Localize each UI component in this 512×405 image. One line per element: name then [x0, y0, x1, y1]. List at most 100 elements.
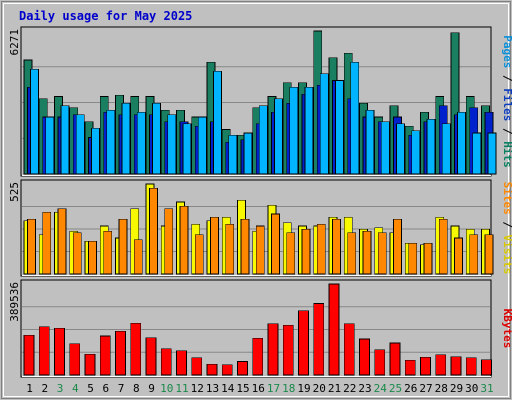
bar-pages-day-27: [426, 118, 436, 175]
bar-kbytes-day-21: [328, 283, 340, 376]
bar-kbytes-day-14: [221, 364, 233, 376]
bar-kbytes-day-17: [267, 323, 279, 376]
bar-sites-day-20: [316, 223, 326, 275]
bar-pages-day-2: [45, 116, 55, 175]
bar-pages-day-14: [228, 134, 238, 175]
panel-max-label: 389536: [8, 282, 21, 322]
bar-pages-day-11: [182, 123, 192, 175]
x-tick-label-day-28: 28: [435, 382, 448, 395]
panel-kbytes: 389536 KBytes: [8, 279, 512, 378]
bar-pages-day-30: [472, 132, 482, 175]
panel-max-label: 525: [8, 182, 21, 202]
bar-sites-day-28: [438, 218, 448, 275]
bar-kbytes-day-30: [465, 357, 477, 376]
legend-part: /: [501, 121, 512, 141]
bar-kbytes-day-27: [420, 356, 431, 376]
x-tick-label-day-5: 5: [87, 382, 94, 395]
bar-kbytes-day-19: [298, 310, 309, 376]
bar-kbytes-day-20: [313, 303, 325, 376]
x-tick-label-day-13: 13: [206, 382, 219, 395]
x-tick-label-day-15: 15: [236, 382, 249, 395]
bar-kbytes-day-2: [38, 326, 50, 376]
x-tick-label-day-20: 20: [313, 382, 326, 395]
bar-kbytes-day-24: [374, 349, 386, 376]
bar-sites-day-19: [301, 229, 311, 275]
bar-sites-day-27: [423, 242, 433, 275]
x-tick-label-day-23: 23: [358, 382, 371, 395]
bar-kbytes-day-29: [450, 356, 462, 376]
inner-border: [3, 3, 509, 397]
x-tick-label-day-18: 18: [282, 382, 295, 395]
legend-part: Sites: [501, 182, 512, 215]
x-tick-label-day-7: 7: [118, 382, 125, 395]
x-tick-label-day-6: 6: [102, 382, 109, 395]
legend-part: Pages: [501, 35, 512, 68]
x-tick-label-day-2: 2: [41, 382, 48, 395]
legend-part: /: [501, 68, 512, 88]
bar-sites-day-25: [393, 218, 402, 275]
bar-pages-day-29: [457, 112, 466, 175]
legend-part: Visits: [501, 235, 512, 275]
bar-sites-day-29: [454, 237, 463, 275]
bar-kbytes-day-6: [99, 335, 111, 376]
bar-sites-day-21: [332, 218, 341, 275]
bar-pages-day-15: [243, 132, 253, 175]
chart-title: Daily usage for May 2025: [19, 9, 192, 23]
bar-pages-day-24: [380, 121, 390, 175]
x-tick-label-day-4: 4: [72, 382, 79, 395]
bar-sites-day-11: [179, 205, 189, 275]
bar-pages-day-5: [91, 128, 100, 175]
bar-pages-day-21: [335, 80, 344, 175]
panel-legend-label: Pages / Files / Hits: [501, 35, 512, 168]
bar-pages-day-7: [121, 103, 131, 175]
panel-visits: 525 Sites / Visits: [8, 179, 512, 277]
bar-sites-day-5: [88, 241, 97, 275]
series-pages: [30, 61, 497, 175]
x-axis-day-labels: 1 2 3 4 5 6 7 8 9 10 11 12 13 14 15 16 17 18 19 20 21 22 23 24 2…: [26, 382, 493, 395]
bar-pages-day-31: [487, 132, 497, 175]
bar-kbytes-day-8: [130, 322, 142, 376]
bar-sites-day-24: [377, 232, 387, 275]
bar-pages-day-10: [167, 114, 177, 175]
bar-kbytes-day-22: [343, 323, 355, 376]
bar-kbytes-day-1: [23, 334, 35, 376]
bar-kbytes-day-7: [115, 330, 126, 376]
bar-pages-day-18: [289, 87, 299, 175]
bar-pages-day-6: [106, 109, 116, 175]
x-tick-label-day-1: 1: [26, 382, 33, 395]
bar-sites-day-10: [164, 208, 174, 275]
x-tick-label-day-22: 22: [343, 382, 356, 395]
bar-sites-day-17: [271, 213, 280, 275]
legend-part: /: [501, 215, 512, 235]
bar-pages-day-26: [411, 130, 421, 175]
bar-sites-day-12: [194, 234, 204, 275]
bar-kbytes-day-28: [435, 354, 447, 376]
bar-sites-day-7: [118, 218, 128, 275]
bar-kbytes-day-5: [84, 354, 96, 376]
bar-kbytes-day-3: [54, 327, 65, 376]
bar-kbytes-day-10: [160, 348, 172, 376]
bar-kbytes-day-25: [389, 342, 401, 376]
bar-pages-day-9: [152, 103, 161, 175]
bar-pages-day-22: [350, 61, 360, 175]
x-tick-label-day-25: 25: [389, 382, 402, 395]
x-tick-label-day-24: 24: [374, 382, 388, 395]
bar-sites-day-6: [103, 230, 113, 275]
x-tick-label-day-12: 12: [191, 382, 204, 395]
bar-sites-day-16: [255, 225, 265, 275]
panel-legend-label: Sites / Visits: [501, 182, 512, 275]
bar-sites-day-13: [210, 217, 219, 275]
bar-pages-day-16: [258, 105, 268, 175]
legend-part: Hits: [501, 141, 512, 168]
bar-sites-day-14: [225, 223, 235, 275]
bar-kbytes-day-13: [206, 363, 218, 376]
bar-kbytes-day-9: [145, 337, 157, 376]
x-tick-label-day-27: 27: [419, 382, 432, 395]
bar-pages-day-20: [319, 73, 329, 175]
bar-kbytes-day-23: [359, 338, 370, 376]
x-tick-label-day-16: 16: [252, 382, 265, 395]
bar-kbytes-day-11: [176, 350, 187, 376]
bar-sites-day-30: [469, 234, 479, 275]
